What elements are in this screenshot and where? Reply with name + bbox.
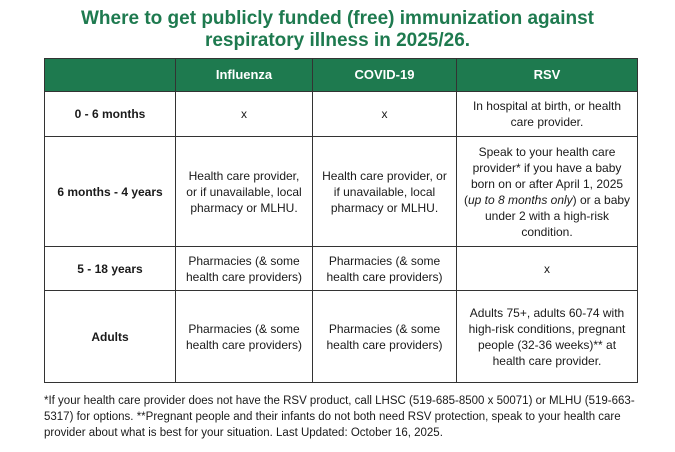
cell-influenza: Pharmacies (& some health care providers… bbox=[175, 246, 313, 291]
immunization-table: Influenza COVID-19 RSV 0 - 6 months x x … bbox=[44, 58, 638, 383]
row-label-6-months-4-years: 6 months - 4 years bbox=[44, 136, 176, 247]
cell-rsv: Adults 75+, adults 60-74 with high-risk … bbox=[456, 290, 638, 383]
cell-influenza: Pharmacies (& some health care providers… bbox=[175, 290, 313, 383]
header-rsv: RSV bbox=[456, 58, 638, 92]
rsv-text-before: Speak to your health care provider* if y… bbox=[463, 144, 624, 207]
cell-influenza: Health care provider, or if unavailable,… bbox=[175, 136, 313, 247]
header-covid-19: COVID-19 bbox=[312, 58, 457, 92]
header-influenza: Influenza bbox=[175, 58, 313, 92]
table-header-row: Influenza COVID-19 RSV bbox=[44, 58, 638, 92]
rsv-text-after: ) or a baby under 2 with a high-risk con… bbox=[484, 192, 631, 239]
table-row: 5 - 18 years Pharmacies (& some health c… bbox=[44, 246, 638, 291]
row-label-0-6-months: 0 - 6 months bbox=[44, 91, 176, 137]
header-corner bbox=[44, 58, 176, 92]
row-label-5-18-years: 5 - 18 years bbox=[44, 246, 176, 291]
cell-covid-19: x bbox=[312, 91, 457, 137]
row-label-adults: Adults bbox=[44, 290, 176, 383]
cell-rsv: Speak to your health care provider* if y… bbox=[456, 136, 638, 247]
cell-rsv: In hospital at birth, or health care pro… bbox=[456, 91, 638, 137]
footnote: *If your health care provider does not h… bbox=[44, 395, 635, 439]
cell-covid-19: Pharmacies (& some health care providers… bbox=[312, 246, 457, 291]
page-title-line-2: respiratory illness in 2025/26. bbox=[204, 30, 471, 51]
page-title-line-1: Where to get publicly funded (free) immu… bbox=[80, 8, 595, 29]
cell-rsv: x bbox=[456, 246, 638, 291]
cell-covid-19: Health care provider, or if unavailable,… bbox=[312, 136, 457, 247]
page-title: Where to get publicly funded (free) immu… bbox=[0, 8, 675, 52]
cell-influenza: x bbox=[175, 91, 313, 137]
rsv-text-emphasis: up to 8 months only bbox=[467, 192, 573, 207]
table-row: Adults Pharmacies (& some health care pr… bbox=[44, 290, 638, 383]
cell-covid-19: Pharmacies (& some health care providers… bbox=[312, 290, 457, 383]
table-row: 0 - 6 months x x In hospital at birth, o… bbox=[44, 91, 638, 137]
table-row: 6 months - 4 years Health care provider,… bbox=[44, 136, 638, 247]
